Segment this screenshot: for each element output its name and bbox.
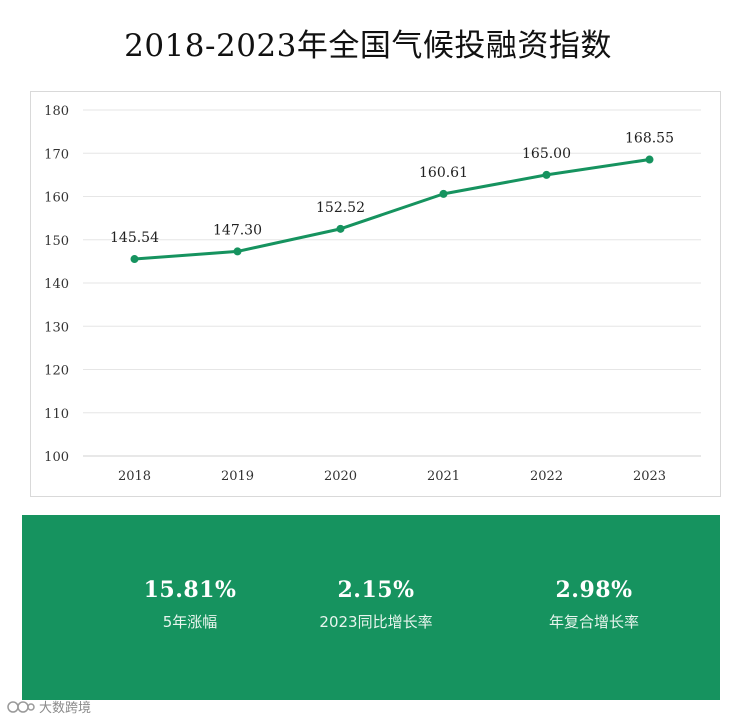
y-tick-label: 160 [44, 191, 69, 206]
y-tick-label: 170 [44, 147, 69, 162]
watermark-text: 大数跨境 [39, 701, 92, 716]
data-label: 152.52 [316, 200, 365, 216]
chart-title: 2018-2023年全国气候投融资指数 [124, 28, 612, 64]
stat-label: 2023同比增长率 [319, 613, 433, 631]
data-label: 145.54 [110, 230, 159, 246]
y-tick-label: 100 [44, 450, 69, 465]
stat-label: 年复合增长率 [548, 613, 639, 631]
data-point [233, 247, 242, 256]
y-tick-label: 130 [44, 320, 69, 335]
x-tick-label: 2021 [427, 469, 460, 484]
data-point [542, 170, 551, 179]
x-tick-label: 2018 [118, 469, 151, 484]
y-tick-label: 180 [44, 104, 69, 119]
data-point [439, 189, 448, 198]
y-tick-label: 140 [44, 277, 69, 292]
data-label: 160.61 [419, 165, 468, 181]
stat-value: 2.15% [337, 577, 415, 603]
data-label: 147.30 [213, 222, 262, 238]
x-tick-label: 2020 [324, 469, 357, 484]
data-label: 165.00 [522, 146, 571, 162]
stat-value: 2.98% [555, 577, 633, 603]
line-chart: 100 110 120 130 140 150 160 170 180 2018 2019 2020… [44, 104, 701, 484]
stat-five-year-growth: 15.81% 5年涨幅 [80, 577, 300, 632]
data-point [645, 155, 654, 164]
y-tick-label: 120 [44, 364, 69, 379]
stat-yoy-growth: 2.15% 2023同比增长率 [266, 577, 486, 632]
watermark: 大数跨境 [6, 697, 91, 716]
x-tick-label: 2023 [633, 469, 666, 484]
x-tick-label: 2019 [221, 469, 254, 484]
series-line [133, 158, 651, 261]
data-point [336, 224, 345, 233]
data-label: 168.55 [625, 131, 674, 147]
x-tick-label: 2022 [530, 469, 563, 484]
stat-label: 5年涨幅 [162, 613, 218, 631]
y-tick-label: 150 [44, 234, 69, 249]
data-point [130, 255, 139, 264]
watermark-logo-icon [7, 700, 35, 713]
chart-area: 100 110 120 130 140 150 160 170 180 2018 2019 2020… [30, 91, 721, 497]
stats-panel: 15.81% 5年涨幅 2.15% 2023同比增长率 2.98% 年复合增长率 [22, 515, 720, 700]
y-tick-label: 110 [44, 407, 69, 422]
stat-value: 15.81% [143, 577, 237, 603]
stat-cagr: 2.98% 年复合增长率 [484, 577, 704, 632]
